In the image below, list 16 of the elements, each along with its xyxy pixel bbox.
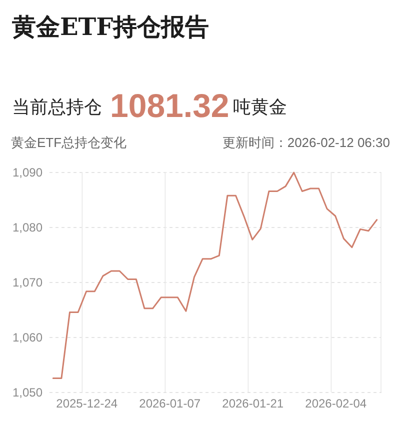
y-tick-label: 1,050 bbox=[12, 386, 43, 400]
y-tick-label: 1,090 bbox=[12, 166, 43, 180]
text: 1081.32 bbox=[110, 87, 230, 124]
y-tick-label: 1,060 bbox=[12, 330, 43, 344]
text: 吨黄金 bbox=[233, 97, 287, 117]
y-tick-label: 1,070 bbox=[12, 276, 43, 290]
x-tick-label: 2026-02-04 bbox=[305, 396, 367, 410]
y-tick-label: 1,080 bbox=[12, 220, 43, 234]
x-tick-label: 2026-01-21 bbox=[222, 396, 284, 410]
x-tick-label: 2026-01-07 bbox=[139, 396, 201, 410]
text: 更新时间：2026-02-12 06:30 bbox=[222, 135, 390, 150]
line-series bbox=[52, 172, 378, 379]
x-tick-label: 2025-12-24 bbox=[56, 396, 118, 410]
text: 当前总持仓 bbox=[12, 97, 102, 117]
chart-title: 黄金ETF持仓报告 bbox=[11, 12, 210, 41]
chart-subtitle: 黄金ETF总持仓变化 bbox=[11, 135, 127, 150]
